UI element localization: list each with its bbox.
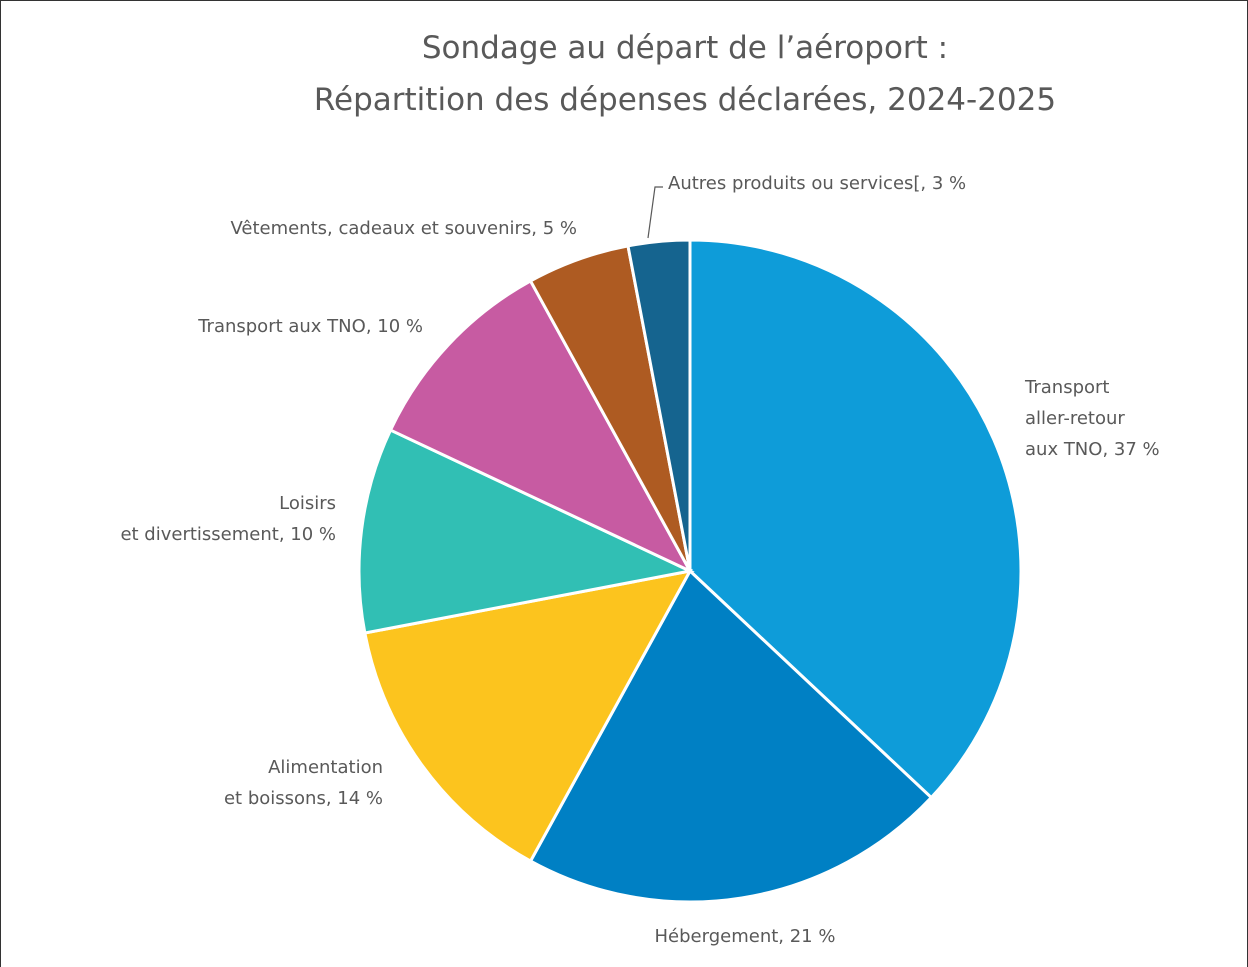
data-label: Hébergement, 21 % <box>655 926 836 947</box>
pie-slice <box>363 568 693 864</box>
pie-slice <box>388 278 694 575</box>
data-label: Vêtements, cadeaux et souvenirs, 5 % <box>230 218 577 239</box>
data-label: Transport aux TNO, 10 % <box>197 316 423 337</box>
pie-slice <box>626 238 692 572</box>
leader-line <box>647 186 663 239</box>
data-label: Autres produits ou services[, 3 % <box>668 173 966 194</box>
data-label: et divertissement, 10 % <box>120 524 336 545</box>
pie-slice <box>688 238 1023 800</box>
data-label: aller-retour <box>1025 408 1125 429</box>
data-label: et boissons, 14 % <box>224 788 383 809</box>
data-label: aux TNO, 37 % <box>1025 439 1160 460</box>
data-label: Alimentation <box>268 757 383 778</box>
data-label: Transport <box>1024 377 1109 398</box>
pie-slice <box>357 428 695 635</box>
data-label: Loisirs <box>279 493 336 514</box>
pie-slice <box>528 568 934 904</box>
chart-title: Répartition des dépenses déclarées, 2024… <box>314 82 1056 118</box>
chart-title: Sondage au départ de l’aéroport : <box>422 30 948 66</box>
